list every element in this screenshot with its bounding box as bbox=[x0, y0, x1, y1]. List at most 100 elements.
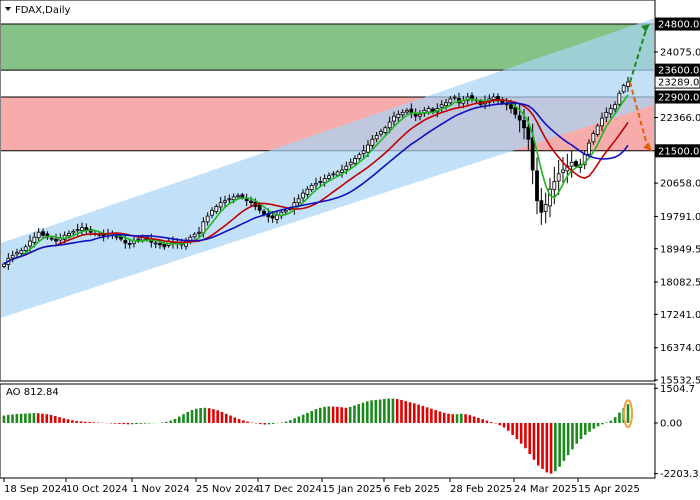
candle-body bbox=[136, 238, 141, 241]
candle-body bbox=[448, 98, 453, 104]
price-tag-box bbox=[654, 90, 700, 104]
candle-body bbox=[426, 108, 431, 113]
candle-body bbox=[383, 127, 388, 133]
candle-body bbox=[67, 232, 71, 237]
candle-body bbox=[327, 175, 331, 179]
candle-body bbox=[370, 138, 375, 146]
candle-body bbox=[522, 120, 526, 129]
dropdown-arrow-icon[interactable] bbox=[5, 7, 11, 11]
candle-body bbox=[591, 133, 596, 143]
candle-body bbox=[244, 198, 249, 202]
x-tick-label: 1 Nov 2024 bbox=[132, 484, 190, 495]
forecast-arrows-layer bbox=[629, 24, 652, 152]
candle-body bbox=[75, 229, 80, 231]
x-tick-label: 24 Mar 2025 bbox=[514, 484, 577, 495]
candle-body bbox=[513, 107, 518, 115]
candle-body bbox=[283, 209, 288, 213]
candle-body bbox=[543, 204, 548, 212]
price-tag-box bbox=[654, 75, 700, 89]
ao-highlight-marker bbox=[623, 399, 633, 428]
price-tag-box bbox=[654, 144, 700, 158]
candle-body bbox=[262, 210, 266, 215]
bullish-arrow-head-icon bbox=[641, 24, 650, 33]
ao-histogram bbox=[2, 398, 633, 474]
candle-body bbox=[123, 240, 128, 244]
price-tag-label: 21500.0 bbox=[658, 146, 699, 157]
candle-body bbox=[418, 113, 422, 117]
candle-body bbox=[218, 202, 223, 208]
candle-body bbox=[305, 188, 310, 195]
candle-body bbox=[28, 240, 32, 247]
candle-body bbox=[80, 227, 84, 231]
candle-body bbox=[526, 126, 531, 140]
candle-body bbox=[19, 250, 24, 254]
y-tick-label: 20658.0 bbox=[660, 179, 700, 190]
candle-body bbox=[227, 198, 232, 201]
ao-axis: 1504.7 0.00 -2203.3 bbox=[654, 384, 699, 480]
candle-body bbox=[405, 110, 409, 113]
y-tick-label: 19791.0 bbox=[660, 212, 700, 223]
candle-body bbox=[509, 104, 513, 109]
candle-body bbox=[552, 181, 557, 191]
candle-body bbox=[162, 244, 167, 248]
candle-body bbox=[452, 96, 457, 99]
ao-tick-label: 1504.7 bbox=[660, 384, 695, 395]
candle-body bbox=[379, 131, 383, 135]
ao-tick-label: -2203.3 bbox=[660, 469, 699, 480]
candle-body bbox=[2, 263, 6, 267]
candle-body bbox=[192, 233, 197, 238]
candle-body bbox=[344, 165, 349, 170]
price-tag-label: 24800.0 bbox=[658, 20, 699, 31]
price-tag-label: 23600.0 bbox=[658, 66, 699, 77]
candle-body bbox=[210, 209, 214, 216]
candle-body bbox=[361, 150, 366, 155]
candle-body bbox=[608, 108, 613, 115]
y-tick-label: 18949.5 bbox=[660, 244, 700, 255]
candle-body bbox=[556, 173, 561, 182]
candle-body bbox=[444, 102, 448, 107]
price-tag-label: 22900.0 bbox=[658, 93, 699, 104]
candle-body bbox=[574, 160, 578, 167]
candle-body bbox=[318, 181, 323, 183]
candle-body bbox=[491, 96, 496, 100]
candle-body bbox=[205, 215, 210, 223]
candle-body bbox=[249, 200, 253, 204]
candle-body bbox=[595, 125, 600, 135]
x-tick-label: 6 Feb 2025 bbox=[384, 484, 440, 495]
candle-body bbox=[587, 142, 591, 155]
candle-body bbox=[10, 254, 15, 259]
candle-body bbox=[223, 200, 227, 203]
y-tick-label: 22366.0 bbox=[660, 113, 700, 124]
candle-body bbox=[49, 237, 54, 240]
candle-body bbox=[470, 95, 474, 100]
x-tick-label: 25 Nov 2024 bbox=[196, 484, 260, 495]
candle-body bbox=[236, 195, 240, 198]
ao-label: AO 812.84 bbox=[6, 387, 59, 398]
candle-body bbox=[409, 108, 414, 113]
candle-body bbox=[335, 171, 340, 176]
candle-body bbox=[535, 170, 539, 202]
price-tag-box bbox=[654, 17, 700, 31]
candle-body bbox=[561, 169, 565, 173]
candle-body bbox=[23, 246, 28, 252]
candle-body bbox=[626, 81, 630, 87]
y-tick-label: 24075.0 bbox=[660, 47, 700, 58]
candle-body bbox=[548, 188, 552, 207]
candle-body bbox=[214, 206, 219, 213]
candle-body bbox=[296, 198, 301, 204]
candle-body bbox=[604, 111, 609, 118]
candle-body bbox=[366, 144, 370, 153]
moving-average-line bbox=[3, 102, 629, 265]
y-tick-label: 16374.0 bbox=[660, 343, 700, 354]
candle-body bbox=[301, 192, 305, 199]
bearish-arrow-head-icon bbox=[643, 142, 652, 152]
moving-average-line bbox=[3, 99, 629, 265]
candle-body bbox=[340, 169, 344, 173]
candle-body bbox=[197, 231, 201, 234]
candle-body bbox=[613, 104, 617, 110]
candle-body bbox=[36, 231, 41, 239]
candle-body bbox=[357, 154, 362, 159]
candle-body bbox=[32, 236, 37, 243]
